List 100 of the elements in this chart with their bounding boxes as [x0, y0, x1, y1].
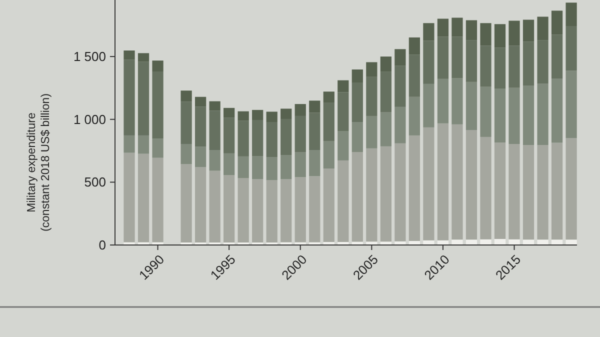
bar — [180, 90, 192, 102]
bar — [480, 46, 492, 87]
bar — [423, 127, 434, 240]
bar — [194, 96, 206, 107]
bar — [180, 164, 192, 242]
bar — [180, 144, 192, 164]
bar — [480, 23, 492, 46]
bar — [380, 56, 392, 72]
bar — [452, 78, 463, 124]
bar — [394, 143, 406, 242]
bar — [209, 170, 220, 242]
bar — [209, 150, 220, 171]
bar — [494, 142, 506, 239]
y-tick-label: 1 500 — [73, 49, 106, 64]
bar — [452, 36, 463, 78]
bar — [224, 153, 235, 176]
bar — [423, 23, 434, 41]
bar — [124, 50, 135, 60]
bar — [294, 177, 306, 242]
bar — [452, 18, 463, 37]
bar — [366, 116, 378, 148]
bar — [152, 158, 164, 242]
bar — [352, 152, 363, 242]
bar — [352, 122, 363, 152]
bar — [138, 135, 150, 154]
bar — [522, 20, 534, 42]
bar — [551, 10, 563, 35]
bar — [537, 16, 548, 40]
bar — [252, 120, 264, 156]
bar — [266, 180, 278, 242]
bar — [252, 179, 264, 242]
bar — [423, 40, 434, 84]
bar — [138, 62, 150, 136]
bar — [408, 135, 420, 241]
bar — [294, 116, 306, 152]
bar — [380, 146, 392, 242]
bar — [309, 100, 320, 113]
bar — [180, 102, 192, 144]
bar — [124, 152, 135, 242]
bar — [138, 53, 150, 62]
bar — [566, 240, 577, 245]
bar — [394, 106, 406, 144]
bar — [209, 110, 220, 150]
bar — [408, 96, 420, 136]
bar — [323, 168, 334, 242]
bar — [280, 108, 292, 119]
bar — [266, 157, 278, 180]
bar — [466, 130, 478, 240]
bar — [338, 80, 349, 92]
bar — [394, 49, 406, 66]
bar — [380, 112, 392, 146]
bar — [194, 167, 206, 242]
bar — [423, 84, 434, 128]
bar — [224, 118, 235, 154]
bar — [209, 101, 220, 111]
bar — [252, 110, 264, 120]
bar — [508, 144, 520, 240]
bar — [294, 104, 306, 116]
bar — [323, 140, 334, 168]
bar — [466, 82, 478, 130]
bar — [252, 156, 264, 180]
y-axis-title: Military expenditure (constant 2018 US$ billion) — [26, 93, 52, 232]
bar — [437, 18, 449, 37]
bar — [323, 102, 334, 141]
bar — [309, 176, 320, 242]
bar — [452, 240, 463, 245]
bar — [266, 122, 278, 158]
bar — [323, 92, 334, 103]
bar — [408, 37, 420, 55]
bar — [294, 152, 306, 178]
y-tick-label: 0 — [98, 238, 106, 253]
bar — [366, 148, 378, 242]
bar — [494, 24, 506, 48]
bar — [537, 144, 548, 240]
bar — [238, 156, 249, 178]
bar — [124, 60, 135, 136]
bar — [551, 78, 563, 143]
bar — [466, 20, 478, 40]
y-tick-label: 1 000 — [73, 112, 106, 127]
bar — [338, 92, 349, 132]
bar — [537, 84, 548, 145]
bar — [522, 144, 534, 240]
bar — [124, 135, 135, 153]
bar — [338, 160, 349, 242]
bar — [494, 88, 506, 142]
bar — [238, 111, 249, 121]
bar — [466, 240, 478, 245]
bar — [494, 238, 506, 245]
bar — [152, 138, 164, 158]
bar — [352, 69, 363, 83]
bar — [566, 138, 577, 240]
bar — [338, 131, 349, 160]
bar — [437, 36, 449, 79]
bar — [452, 124, 463, 240]
bar — [309, 150, 320, 176]
bar — [508, 20, 520, 46]
bar — [280, 179, 292, 242]
bar — [494, 48, 506, 89]
bar — [408, 54, 420, 97]
bar — [566, 70, 577, 138]
